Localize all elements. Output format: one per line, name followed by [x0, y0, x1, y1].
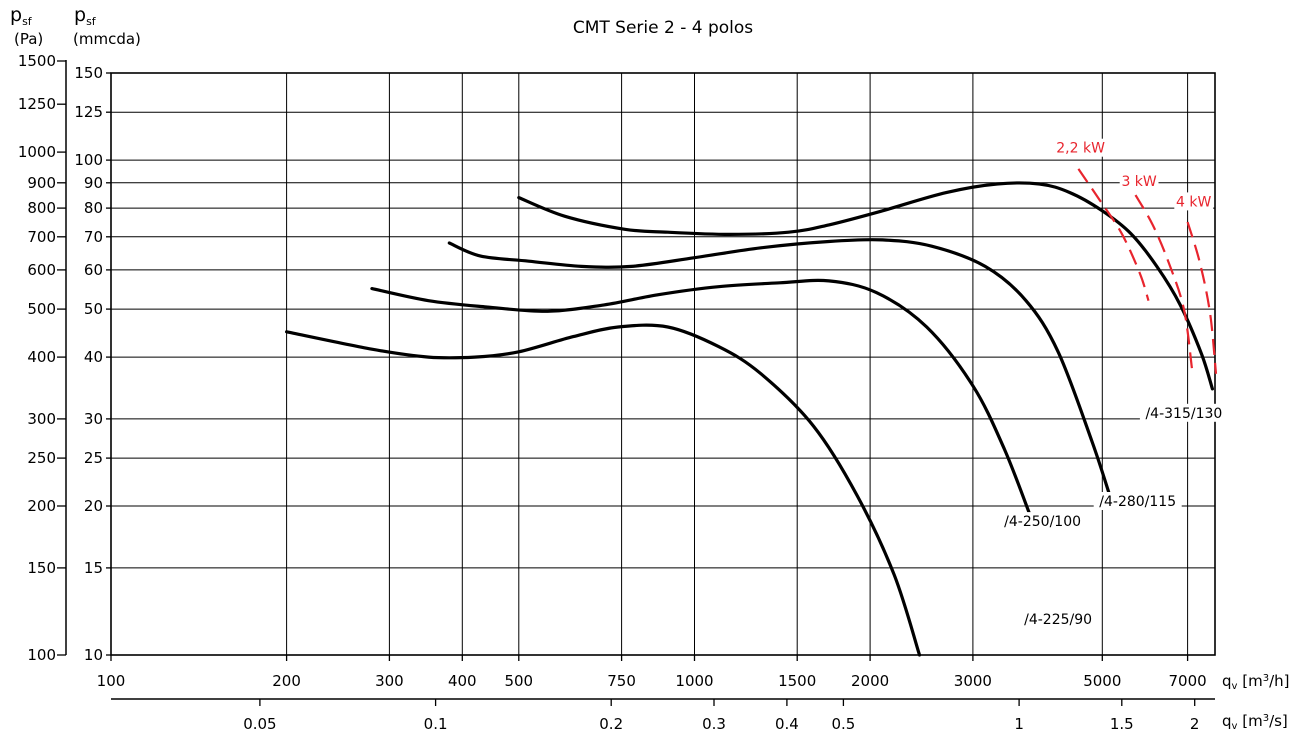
- x-bottom-tick-label: 0.5: [831, 715, 855, 733]
- curve-label: /4-225/90: [1024, 612, 1092, 628]
- y-mmcda-tick-label: 10: [84, 646, 103, 664]
- y-pa-tick-label: 1000: [18, 143, 56, 161]
- y-pa-tick-label: 300: [27, 410, 56, 428]
- curve-label-background: [998, 512, 1087, 531]
- x-top-tick-label: 500: [504, 672, 533, 690]
- x-top-tick-label: 5000: [1083, 672, 1121, 690]
- x-bottom-tick-label: 0.2: [599, 715, 623, 733]
- y-mmcda-tick-label: 20: [84, 497, 103, 515]
- y-mmcda-tick-label: 125: [74, 103, 103, 121]
- x-bottom-tick-label: 2: [1190, 715, 1200, 733]
- y-mmcda-tick-label: 150: [74, 64, 103, 82]
- fan-curves: [285, 181, 1214, 657]
- x-bottom-tick-label: 0.3: [702, 715, 726, 733]
- y-right-subscript: sf: [86, 15, 97, 28]
- power-label-background: [1053, 138, 1109, 157]
- y-mmcda-tick-label: 80: [84, 199, 103, 217]
- axes: [57, 60, 1216, 706]
- y-pa-tick-label: 800: [27, 199, 56, 217]
- y-pa-tick-label: 150: [27, 559, 56, 577]
- y-mmcda-tick-label: 90: [84, 174, 103, 192]
- grid: [110, 72, 1215, 656]
- power-curve-line: [1186, 221, 1218, 374]
- y-pa-tick-label: 700: [27, 228, 56, 246]
- power-curve-line: [1134, 194, 1193, 369]
- y-pa-tick-label: 400: [27, 348, 56, 366]
- x-top-tick-label: 400: [448, 672, 477, 690]
- x-top-tick-label: 1500: [778, 672, 816, 690]
- y-pa-tick-label: 1500: [18, 52, 56, 70]
- y-mmcda-tick-label: 15: [84, 559, 103, 577]
- fan-curve-line: [370, 278, 1033, 519]
- y-mmcda-tick-label: 30: [84, 410, 103, 428]
- x-bottom-tick-label: 0.1: [424, 715, 448, 733]
- y-mmcda-tick-label: 100: [74, 151, 103, 169]
- power-label: 4 kW: [1176, 194, 1211, 210]
- x-top-tick-label: 7000: [1169, 672, 1207, 690]
- x-bottom-unit-label: qv [m3/s]: [1222, 712, 1288, 732]
- power-label-background: [1119, 172, 1159, 191]
- y-mmcda-tick-label: 40: [84, 348, 103, 366]
- y-pa-tick-label: 1250: [18, 95, 56, 113]
- tick-labels: 100 200 300 400 500 750 1000 1500 2000 3000 5000 70…: [18, 52, 1207, 733]
- y-mmcda-tick-label: 25: [84, 449, 103, 467]
- curve-label: /4-250/100: [1004, 514, 1081, 530]
- y-pa-tick-label: 600: [27, 261, 56, 279]
- x-bottom-tick-label: 0.4: [775, 715, 799, 733]
- x-top-tick-label: 300: [375, 672, 404, 690]
- y-mmcda-tick-label: 70: [84, 228, 103, 246]
- x-bottom-tick-label: 1: [1014, 715, 1024, 733]
- power-curves: [1077, 168, 1218, 374]
- y-pa-tick-label: 200: [27, 497, 56, 515]
- x-top-tick-label: 2000: [851, 672, 889, 690]
- x-top-unit-label: qv [m3/h]: [1222, 672, 1289, 692]
- y-pa-tick-label: 900: [27, 174, 56, 192]
- x-bottom-tick-label: 0.05: [243, 715, 276, 733]
- x-top-tick-label: 1000: [675, 672, 713, 690]
- y-left-subscript: sf: [22, 15, 33, 28]
- curve-label-background: [1139, 403, 1228, 422]
- chart-title: CMT Serie 2 - 4 polos: [573, 18, 753, 38]
- y-left-symbol: psf: [10, 4, 33, 28]
- y-left-unit: (Pa): [14, 30, 43, 48]
- curve-label: /4-280/115: [1099, 494, 1176, 510]
- fan-curve-line: [517, 181, 1214, 391]
- fan-curve-line: [447, 238, 1112, 498]
- x-top-tick-label: 100: [97, 672, 126, 690]
- curve-label-background: [1018, 610, 1098, 629]
- fan-curve-line: [285, 323, 922, 657]
- y-pa-tick-label: 250: [27, 449, 56, 467]
- curve-label: /4-315/130: [1145, 406, 1222, 422]
- x-top-tick-label: 200: [272, 672, 301, 690]
- x-top-tick-label: 3000: [954, 672, 992, 690]
- curve-label-background: [1093, 492, 1182, 510]
- y-pa-tick-label: 500: [27, 300, 56, 318]
- y-pa-tick-label: 100: [27, 646, 56, 664]
- power-label: 3 kW: [1121, 174, 1156, 190]
- x-top-tick-label: 750: [607, 672, 636, 690]
- curve-labels: /4-225/90/4-250/100/4-280/115/4-315/130 2…: [998, 138, 1228, 629]
- y-right-unit: (mmcda): [73, 30, 141, 48]
- y-mmcda-tick-label: 60: [84, 261, 103, 279]
- power-label-background: [1174, 192, 1214, 211]
- y-mmcda-tick-label: 50: [84, 300, 103, 318]
- power-label: 2,2 kW: [1056, 141, 1105, 157]
- y-right-symbol: psf: [74, 4, 97, 28]
- power-curve-line: [1077, 168, 1150, 302]
- x-bottom-tick-label: 1.5: [1110, 715, 1134, 733]
